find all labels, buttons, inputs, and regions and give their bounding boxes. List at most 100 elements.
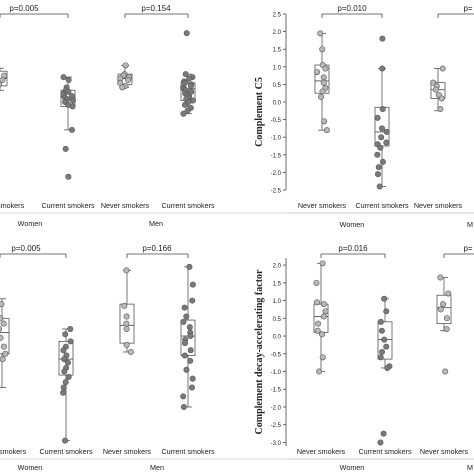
data-point bbox=[320, 79, 327, 86]
data-point bbox=[383, 139, 390, 146]
data-point bbox=[0, 343, 7, 350]
data-point bbox=[438, 95, 445, 102]
data-point bbox=[123, 267, 130, 274]
y-tick-label: -1.5 bbox=[271, 388, 282, 394]
data-point bbox=[186, 324, 193, 331]
data-point bbox=[180, 403, 187, 410]
data-point bbox=[0, 77, 6, 83]
y-tick-label: 0.5 bbox=[273, 83, 282, 89]
data-point bbox=[319, 260, 326, 267]
data-point bbox=[119, 84, 126, 91]
data-point bbox=[317, 93, 324, 100]
data-point bbox=[123, 325, 130, 332]
data-point bbox=[62, 437, 69, 444]
series-m-never-smokers bbox=[430, 65, 446, 113]
category-label: Current smokers bbox=[358, 447, 412, 456]
y-tick-label: -2.5 bbox=[271, 189, 282, 195]
data-point bbox=[383, 308, 390, 315]
data-point bbox=[189, 297, 196, 304]
series-men-never-smokers bbox=[119, 267, 135, 355]
data-point bbox=[0, 334, 4, 341]
data-point bbox=[69, 103, 76, 110]
data-point bbox=[181, 340, 188, 347]
group-label: Men bbox=[150, 463, 164, 472]
series-women-current-smokers bbox=[377, 295, 393, 446]
y-tick-label: 2.0 bbox=[273, 264, 282, 270]
y-axis-label: Complement decay-accelerating factor bbox=[254, 269, 265, 434]
series-m-never-smokers bbox=[436, 274, 452, 375]
data-point bbox=[122, 62, 129, 69]
data-point bbox=[0, 326, 3, 332]
data-point bbox=[378, 125, 385, 132]
data-point bbox=[317, 30, 324, 37]
y-tick-label: 0.5 bbox=[273, 317, 282, 323]
data-point bbox=[379, 158, 386, 165]
data-point bbox=[379, 35, 386, 42]
y-tick-label: 2.0 bbox=[273, 30, 282, 36]
data-point bbox=[187, 347, 194, 354]
data-point bbox=[68, 126, 75, 133]
data-point bbox=[320, 74, 327, 81]
data-point bbox=[189, 375, 196, 382]
category-label: Never smokers bbox=[0, 447, 27, 456]
series-women-current-smokers bbox=[58, 325, 74, 444]
data-point bbox=[375, 164, 382, 171]
data-point bbox=[67, 325, 74, 332]
series-women-never-smokers bbox=[313, 260, 329, 375]
y-tick-label: -1.5 bbox=[271, 153, 282, 159]
y-tick-label: -0.5 bbox=[271, 118, 282, 124]
data-point bbox=[180, 110, 187, 117]
data-point bbox=[445, 290, 452, 297]
y-tick-label: -1.0 bbox=[271, 136, 282, 142]
data-point bbox=[379, 348, 386, 355]
data-point bbox=[319, 88, 326, 95]
series-men-current-smokers bbox=[180, 263, 196, 410]
y-tick-label: -2.0 bbox=[271, 171, 282, 177]
category-label: Never smokers bbox=[297, 447, 346, 456]
y-tick-label: -0.5 bbox=[271, 352, 282, 358]
data-point bbox=[314, 327, 321, 334]
data-point bbox=[437, 306, 444, 313]
y-tick-label: -1.0 bbox=[271, 370, 282, 376]
data-point bbox=[183, 366, 190, 373]
data-point bbox=[315, 320, 322, 327]
data-point bbox=[0, 301, 5, 308]
box bbox=[436, 294, 452, 325]
data-point bbox=[61, 368, 68, 375]
category-label: Current smokers bbox=[39, 447, 93, 456]
data-point bbox=[318, 331, 325, 338]
pvalue-label: p= bbox=[463, 4, 472, 13]
data-point bbox=[381, 295, 388, 302]
data-point bbox=[60, 347, 67, 354]
series-women-never-smokers bbox=[0, 298, 10, 388]
group-label: Women bbox=[18, 463, 43, 472]
data-point bbox=[181, 352, 188, 359]
data-point bbox=[121, 302, 128, 309]
data-point bbox=[320, 313, 327, 320]
data-point bbox=[187, 357, 194, 364]
data-point bbox=[180, 318, 187, 325]
category-label: Never smokers bbox=[0, 201, 25, 210]
data-point bbox=[314, 69, 321, 76]
data-point bbox=[125, 77, 132, 84]
data-point bbox=[62, 331, 69, 338]
series-women-never-smokers bbox=[314, 30, 330, 134]
group-label: Women bbox=[18, 219, 43, 228]
data-point bbox=[0, 315, 4, 322]
category-label: Never smokers bbox=[420, 447, 469, 456]
data-point bbox=[440, 301, 447, 308]
y-tick-label: 0.0 bbox=[273, 101, 282, 107]
data-point bbox=[183, 313, 190, 320]
data-point bbox=[65, 373, 72, 380]
data-point bbox=[186, 263, 193, 270]
y-tick-label: -3.0 bbox=[271, 441, 282, 447]
data-point bbox=[379, 106, 386, 113]
y-axis-label: Complement C5 bbox=[254, 77, 265, 147]
series-men-current-smokers bbox=[180, 30, 196, 117]
category-label: Current smokers bbox=[161, 447, 215, 456]
data-point bbox=[377, 318, 384, 325]
data-point bbox=[443, 315, 450, 322]
data-point bbox=[321, 118, 328, 125]
data-point bbox=[314, 299, 321, 306]
data-point bbox=[187, 82, 194, 89]
